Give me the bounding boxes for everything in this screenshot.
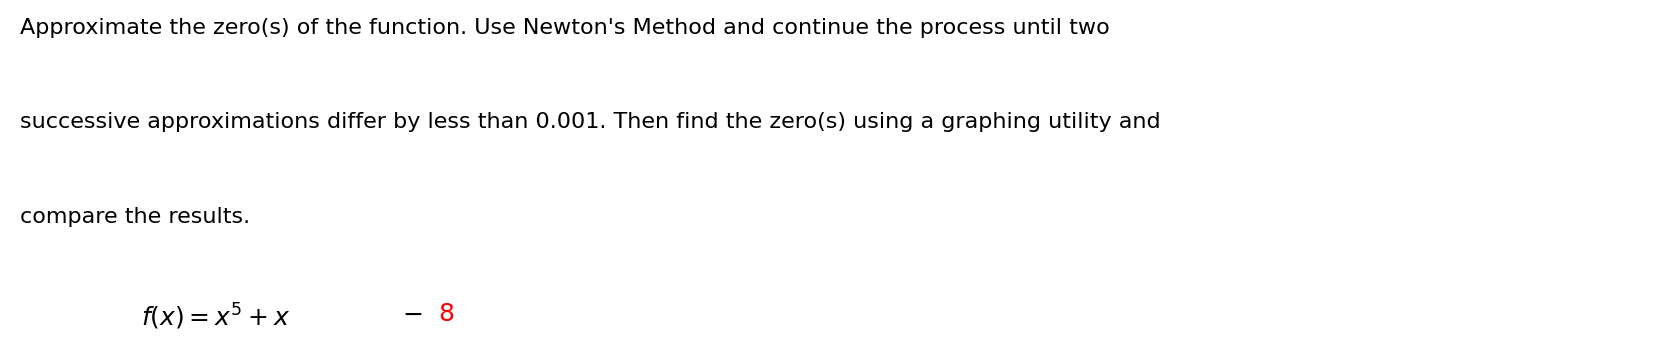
Text: successive approximations differ by less than 0.001. Then find the zero(s) using: successive approximations differ by less…: [20, 112, 1160, 132]
Text: $\mathit{f}(\mathit{x}) = \mathit{x}^5 + \mathit{x}$: $\mathit{f}(\mathit{x}) = \mathit{x}^5 +…: [141, 302, 289, 332]
Text: $-$: $-$: [402, 302, 422, 326]
Text: $8$: $8$: [438, 302, 455, 326]
Text: Approximate the zero(s) of the function. Use Newton's Method and continue the pr: Approximate the zero(s) of the function.…: [20, 18, 1109, 38]
Text: compare the results.: compare the results.: [20, 207, 250, 227]
